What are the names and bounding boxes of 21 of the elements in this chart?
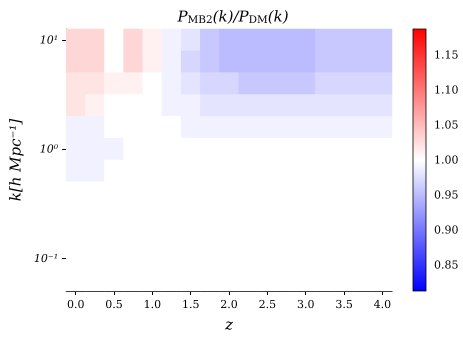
x-tick-label: 0.0	[66, 298, 84, 311]
color-bar-label: 1.00	[434, 154, 458, 166]
color-bar-label: 1.15	[434, 48, 458, 62]
x-tick-label: 1.5	[182, 298, 200, 311]
x-tick-label: 0.5	[105, 298, 123, 311]
color-bar-label: 1.05	[434, 118, 458, 132]
x-tick-label: 3.5	[335, 298, 353, 311]
x-tick-label: 2.0	[220, 298, 238, 311]
y-tick-label: 10⁰	[40, 142, 59, 156]
x-tick-label: 3.0	[296, 298, 314, 311]
x-tick-label: 2.5	[258, 298, 276, 311]
y-tick-label: 10⁻¹	[34, 252, 58, 265]
x-tick-label: 1.0	[144, 298, 162, 311]
color-bar-label: 1.10	[434, 83, 458, 96]
y-tick-label: 10¹	[40, 33, 58, 46]
x-axis-title: z	[224, 316, 234, 334]
color-bar-label: 0.90	[434, 224, 458, 237]
y-axis-title: k[h Mpc⁻¹]	[6, 118, 24, 202]
color-bar-label: 0.85	[434, 258, 458, 272]
x-tick-label: 4.0	[374, 298, 392, 311]
color-bar-label: 0.95	[434, 188, 458, 202]
